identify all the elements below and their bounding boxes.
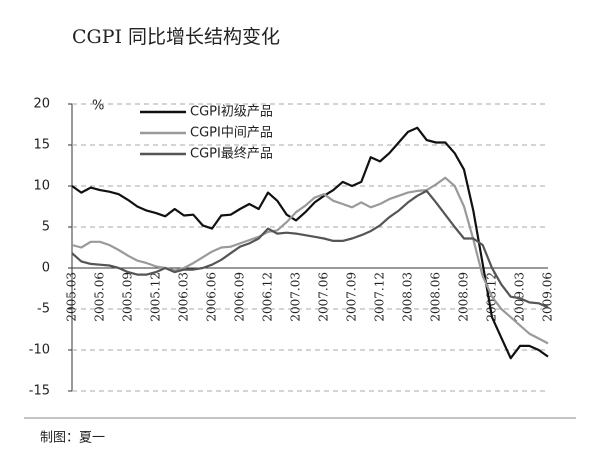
legend-label: CGPI最终产品 (190, 146, 273, 162)
y-tick-label: -15 (29, 384, 50, 399)
series-line (71, 189, 549, 309)
legend-label: CGPI中间产品 (190, 126, 273, 141)
x-tick-label: 2006.09 (233, 272, 247, 322)
x-tick-label: 2005.12 (149, 272, 163, 322)
x-tick-label: 2008.09 (457, 272, 471, 322)
chart-title: CGPI 同比增长结构变化 (72, 26, 280, 48)
x-tick-label: 2006.06 (205, 272, 219, 322)
source: 制图：夏一 (40, 431, 105, 446)
x-tick-label: 2005.03 (65, 272, 79, 322)
x-tick-label: 2007.12 (373, 272, 387, 322)
legend-label: CGPI初级产品 (190, 105, 273, 120)
y-tick-label: 10 (33, 179, 50, 194)
x-tick-label: 2005.09 (121, 272, 135, 322)
y-unit: % (92, 99, 104, 114)
y-tick-label: 5 (42, 220, 50, 235)
y-tick-label: -5 (37, 302, 50, 317)
x-tick-label: 2007.03 (289, 272, 303, 322)
y-tick-label: 20 (33, 97, 50, 112)
y-tick-label: 15 (33, 138, 50, 153)
x-tick-label: 2009.06 (541, 272, 555, 322)
x-tick-label: 2007.09 (345, 272, 359, 322)
x-tick-label: 2009.03 (513, 272, 527, 322)
series-line (71, 126, 549, 360)
x-tick-label: 2006.12 (261, 272, 275, 322)
x-tick-label: 2007.06 (317, 272, 331, 322)
x-tick-label: 2005.06 (93, 272, 107, 322)
y-tick-label: 0 (42, 261, 50, 276)
x-tick-label: 2006.03 (177, 272, 191, 322)
series-line (71, 176, 549, 345)
y-tick-label: -10 (29, 343, 50, 358)
x-tick-label: 2008.06 (429, 272, 443, 322)
x-tick-label: 2008.03 (401, 272, 415, 322)
